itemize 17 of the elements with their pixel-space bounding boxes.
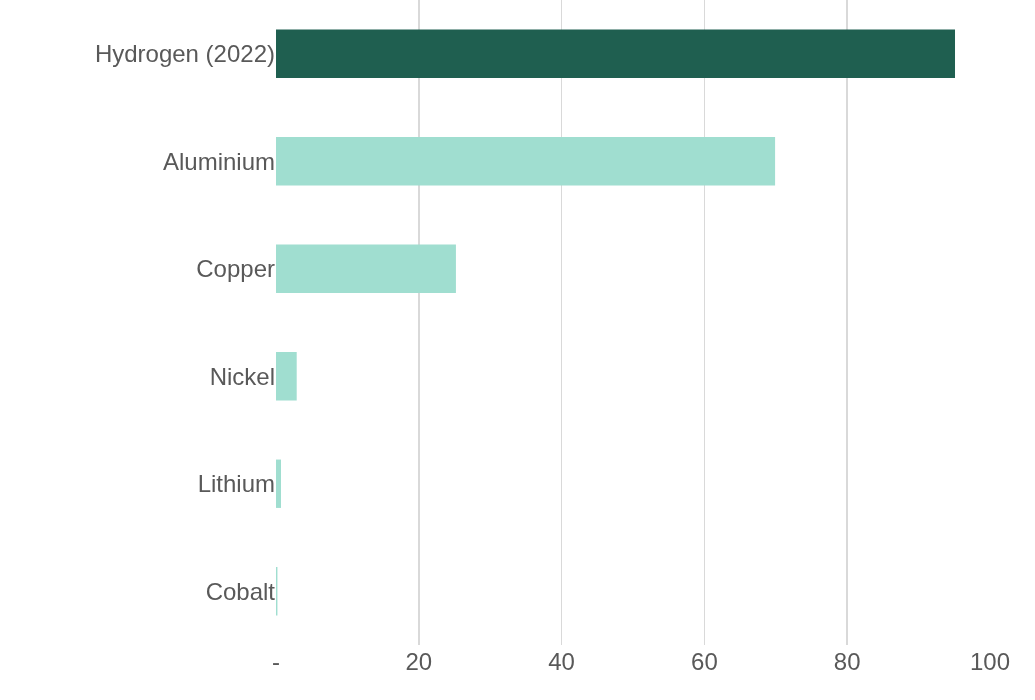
- y-tick-label: Copper: [196, 255, 275, 283]
- x-tick-label: -: [272, 648, 280, 675]
- bar: [276, 29, 956, 78]
- y-tick-label: Hydrogen (2022): [94, 40, 275, 68]
- bar: [276, 244, 456, 293]
- y-tick-label: Cobalt: [205, 577, 276, 605]
- x-tick-label: 80: [833, 648, 861, 675]
- x-tick-label: 100: [969, 648, 1011, 675]
- x-tick-label: 60: [691, 648, 718, 675]
- y-tick-label: Nickel: [209, 362, 275, 390]
- bar: [276, 459, 281, 508]
- y-tick-label: Lithium: [197, 470, 275, 498]
- y-tick-label: Aluminium: [162, 147, 275, 175]
- x-tick-label: 20: [405, 648, 433, 675]
- x-tick-label: 40: [548, 648, 575, 675]
- bar: [276, 352, 297, 401]
- bar: [276, 137, 776, 186]
